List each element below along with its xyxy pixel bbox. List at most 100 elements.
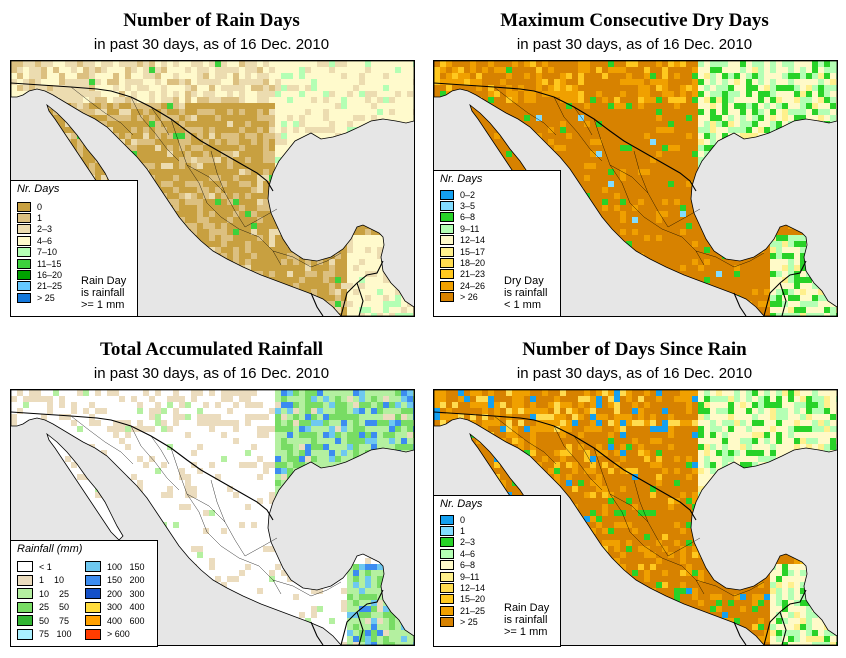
legend-label: 1	[460, 525, 466, 536]
legend-label: 200 300	[107, 588, 145, 599]
legend-label: 1	[37, 212, 43, 223]
coastline	[11, 61, 414, 316]
country-border	[11, 411, 274, 521]
state-border	[198, 182, 240, 230]
legend-label: > 25	[37, 292, 55, 303]
gulf-of-california	[63, 101, 161, 189]
legend-note: Rain Day is rainfall >= 1 mm	[504, 602, 550, 638]
legend-title: Nr. Days	[440, 173, 483, 185]
state-border	[170, 447, 200, 513]
legend-label: > 25	[460, 617, 478, 628]
state-border	[186, 493, 226, 523]
state-border	[310, 581, 342, 597]
legend-title: Nr. Days	[440, 498, 483, 510]
state-border	[150, 106, 170, 136]
state-border	[573, 435, 593, 465]
legend-item: 6–8	[440, 560, 475, 571]
legend-label: 15–20	[460, 594, 486, 605]
legend-item: 24–26	[440, 280, 485, 291]
state-border	[553, 425, 603, 491]
country-border	[340, 589, 384, 645]
legend-item: 6–8	[440, 212, 475, 223]
legend-label: 11–15	[37, 258, 62, 269]
legend-item: > 600	[85, 628, 130, 640]
state-border	[661, 228, 705, 266]
total-rainfall-legend: Rainfall (mm) < 1 1 10 10 25 25 50 50 75 75 1…	[10, 540, 158, 647]
legend-item: 0–2	[440, 189, 475, 200]
legend-swatch	[440, 200, 454, 211]
state-border	[493, 86, 557, 136]
legend-swatch	[17, 615, 33, 626]
state-border	[310, 252, 342, 268]
legend-swatch	[17, 247, 31, 258]
legend-item: 2–3	[440, 537, 475, 548]
panel-max-dry-days: Maximum Consecutive Dry Days in past 30 …	[423, 0, 846, 329]
legend-swatch	[17, 235, 31, 246]
country-border	[356, 282, 364, 316]
country-border	[779, 611, 787, 645]
country-border	[763, 589, 807, 645]
legend-label: 75 100	[39, 629, 72, 639]
panel-days-since-rain: Number of Days Since Rain in past 30 day…	[423, 329, 846, 658]
legend-item: 21–23	[440, 269, 485, 280]
state-border	[130, 425, 180, 491]
legend-item: 21–25	[440, 605, 485, 616]
panel-subtitle: in past 30 days, as of 16 Dec. 2010	[516, 36, 753, 53]
legend-note: Dry Day is rainfall < 1 mm	[504, 275, 548, 311]
legend-item: 15–20	[440, 594, 485, 605]
legend-swatch	[440, 617, 454, 628]
state-border	[609, 493, 649, 523]
state-border	[244, 208, 278, 228]
state-border	[593, 447, 623, 513]
legend-item: 50 75	[17, 615, 69, 626]
legend-label: 4–6	[37, 235, 53, 246]
legend-title: Nr. Days	[17, 183, 60, 195]
legend-swatch	[17, 588, 33, 599]
legend-label: 0	[460, 514, 466, 525]
state-border	[70, 415, 134, 465]
legend-item: < 1	[17, 561, 52, 572]
state-border	[621, 182, 663, 230]
legend-label: 6–8	[460, 560, 476, 571]
country-border	[434, 82, 697, 192]
legend-item: 25 50	[17, 601, 70, 613]
legend-swatch	[440, 605, 454, 616]
legend-swatch	[440, 189, 454, 200]
legend-label: 25 50	[39, 602, 70, 612]
state-border	[553, 96, 603, 162]
legend-item: 4–6	[440, 548, 475, 559]
legend-label: 300 400	[107, 602, 145, 612]
legend-item: 2–3	[17, 224, 52, 235]
state-border	[573, 106, 593, 136]
max-dry-days-legend: Nr. Days Dry Day is rainfall < 1 mm 0–2 3…	[433, 170, 561, 317]
country-border	[733, 621, 747, 645]
legend-swatch	[440, 537, 454, 548]
legend-swatch	[440, 280, 454, 291]
legend-swatch	[440, 525, 454, 536]
legend-item: 1	[17, 212, 42, 223]
legend-item: 3–5	[440, 200, 475, 211]
legend-item: 18–20	[440, 257, 485, 268]
legend-swatch	[17, 292, 31, 303]
legend-swatch	[17, 224, 31, 235]
country-border	[779, 282, 787, 316]
legend-item: 1	[440, 525, 465, 536]
legend-swatch	[17, 258, 31, 269]
legend-swatch	[440, 212, 454, 223]
legend-item: 300 400	[85, 601, 145, 613]
legend-item: 12–14	[440, 582, 485, 593]
country-border	[340, 260, 384, 316]
legend-item: 9–11	[440, 223, 479, 234]
legend-label: 9–11	[460, 223, 480, 234]
legend-label: 12–14	[460, 235, 486, 246]
legend-swatch	[440, 514, 454, 525]
state-border	[733, 581, 765, 597]
legend-swatch	[17, 574, 33, 586]
legend-label: 400 600	[107, 615, 145, 626]
panel-rain-days: Number of Rain Days in past 30 days, as …	[0, 0, 423, 329]
state-border	[609, 164, 649, 194]
legend-swatch	[440, 257, 454, 268]
coastline	[434, 61, 837, 316]
